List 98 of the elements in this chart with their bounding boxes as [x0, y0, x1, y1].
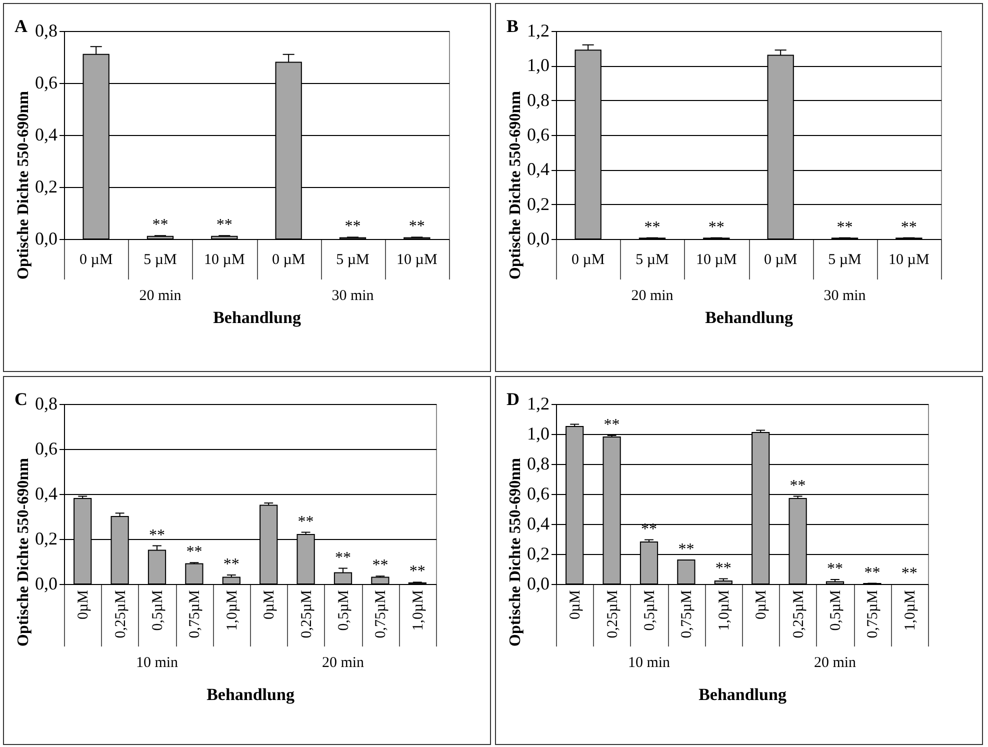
x-tick-label: 10 µM [204, 252, 245, 268]
y-tick-label: 0,4 [35, 484, 58, 504]
data-label: ** [864, 564, 880, 582]
x-tick-label: 1,0µM [224, 590, 240, 631]
data-label: ** [678, 541, 694, 558]
x-tick-label: 5 µM [336, 252, 370, 268]
chart-title: C [14, 389, 28, 409]
text: 20 min [631, 288, 674, 304]
y-tick-label: 0,6 [527, 484, 550, 504]
text: 20 min [139, 288, 182, 304]
x-tick-label: 0,25µM [298, 590, 315, 638]
data-label: ** [335, 549, 351, 566]
x-tick-label: 0,25µM [790, 590, 807, 638]
x-tick-label: 5 µM [828, 252, 862, 268]
data-label: ** [216, 216, 232, 234]
data-label: ** [644, 218, 660, 236]
data-label: ** [790, 477, 806, 494]
y-tick-label: 0,2 [35, 176, 58, 196]
data-label: ** [408, 218, 425, 236]
y-tick-label: 0,2 [527, 194, 550, 214]
x-tick-label: 0,75µM [865, 590, 882, 638]
y-tick-label: 1,0 [527, 424, 550, 444]
y-tick-label: 0,4 [527, 159, 550, 180]
x-tick-label: 5 µM [636, 252, 669, 268]
y-axis-title: Optische Dichte 550-690nm [15, 90, 32, 280]
y-tick-label: 0,6 [35, 72, 58, 92]
y-axis-title: Optische Dichte 550-690nm [507, 457, 524, 646]
data-label: ** [223, 556, 240, 573]
x-tick-label: 1,0µM [716, 590, 732, 631]
y-tick-label: 1,0 [527, 55, 550, 76]
x-tick-label: 0 µM [764, 252, 798, 268]
y-tick-label: 0,8 [527, 454, 550, 474]
text: 30 min [824, 288, 866, 304]
data-label: ** [827, 560, 843, 578]
data-label: ** [372, 557, 388, 574]
data-label: ** [715, 560, 732, 577]
y-tick-label: 0,0 [527, 228, 550, 248]
x-tick-label: 10 µM [888, 252, 930, 268]
x-tick-label: 0µM [262, 590, 278, 620]
data-label: ** [298, 513, 314, 530]
x-tick-label: 0µM [76, 590, 92, 620]
y-tick-label: 0,2 [35, 528, 58, 548]
x-tick-label: 0,75µM [679, 590, 696, 638]
y-tick-label: 0,0 [527, 574, 550, 594]
data-label: ** [149, 526, 165, 544]
data-label: ** [344, 218, 361, 236]
data-label: ** [900, 218, 917, 236]
x-axis-title: Behandlung [206, 685, 295, 704]
data-label: ** [836, 218, 853, 236]
x-tick-label: 0,25µM [112, 590, 129, 638]
x-tick-label: 1,0µM [410, 590, 426, 631]
x-tick-label: 0 µM [79, 252, 113, 268]
x-tick-label: 0,5µM [150, 590, 166, 631]
y-tick-label: 0,4 [35, 124, 58, 144]
y-axis-title: Optische Dichte 550-690nm [15, 457, 32, 646]
text: 30 min [332, 288, 374, 304]
x-tick-label: 0,5µM [336, 590, 352, 631]
y-tick-label: 0,6 [527, 124, 550, 144]
x-axis-title: Behandlung [705, 308, 794, 327]
y-tick-label: 0,8 [527, 90, 550, 110]
x-tick-label: 0µM [568, 590, 584, 620]
y-tick-label: 0,8 [35, 20, 58, 40]
x-tick-label: 0,5µM [828, 590, 844, 631]
x-axis-title: Behandlung [213, 308, 302, 327]
y-tick-label: 1,2 [527, 394, 550, 414]
data-label: ** [186, 544, 202, 561]
x-tick-label: 0,75µM [187, 590, 204, 638]
x-tick-label: 0,25µM [604, 590, 621, 638]
y-tick-label: 0,4 [527, 514, 550, 534]
x-tick-label: 0 µM [571, 252, 605, 268]
y-axis-title: Optische Dichte 550-690nm [507, 90, 524, 280]
y-tick-label: 0,6 [35, 438, 58, 458]
data-label: ** [901, 565, 918, 582]
text: 10 min [136, 655, 179, 671]
text: 10 min [628, 655, 671, 671]
x-tick-label: 0,75µM [373, 590, 390, 638]
y-tick-label: 1,2 [527, 20, 550, 40]
chart-title: A [14, 16, 28, 36]
data-label: ** [708, 218, 724, 236]
x-tick-label: 10 µM [396, 252, 438, 268]
y-tick-label: 0,0 [35, 228, 58, 248]
text: 20 min [814, 655, 857, 671]
data-label: ** [409, 563, 426, 580]
y-tick-label: 0,8 [35, 394, 58, 414]
x-tick-label: 5 µM [144, 252, 177, 268]
y-tick-label: 0,2 [527, 544, 550, 564]
x-axis-title: Behandlung [698, 685, 787, 704]
text: 20 min [322, 655, 365, 671]
x-tick-label: 0 µM [272, 252, 306, 268]
x-tick-label: 1,0µM [902, 590, 918, 631]
chart-title: B [506, 16, 519, 36]
y-tick-label: 0,0 [35, 574, 58, 594]
x-tick-label: 10 µM [696, 252, 737, 268]
x-tick-label: 0µM [754, 590, 770, 620]
chart-title: D [506, 389, 520, 409]
data-label: ** [604, 416, 620, 434]
data-label: ** [152, 216, 168, 234]
x-tick-label: 0,5µM [642, 590, 658, 631]
